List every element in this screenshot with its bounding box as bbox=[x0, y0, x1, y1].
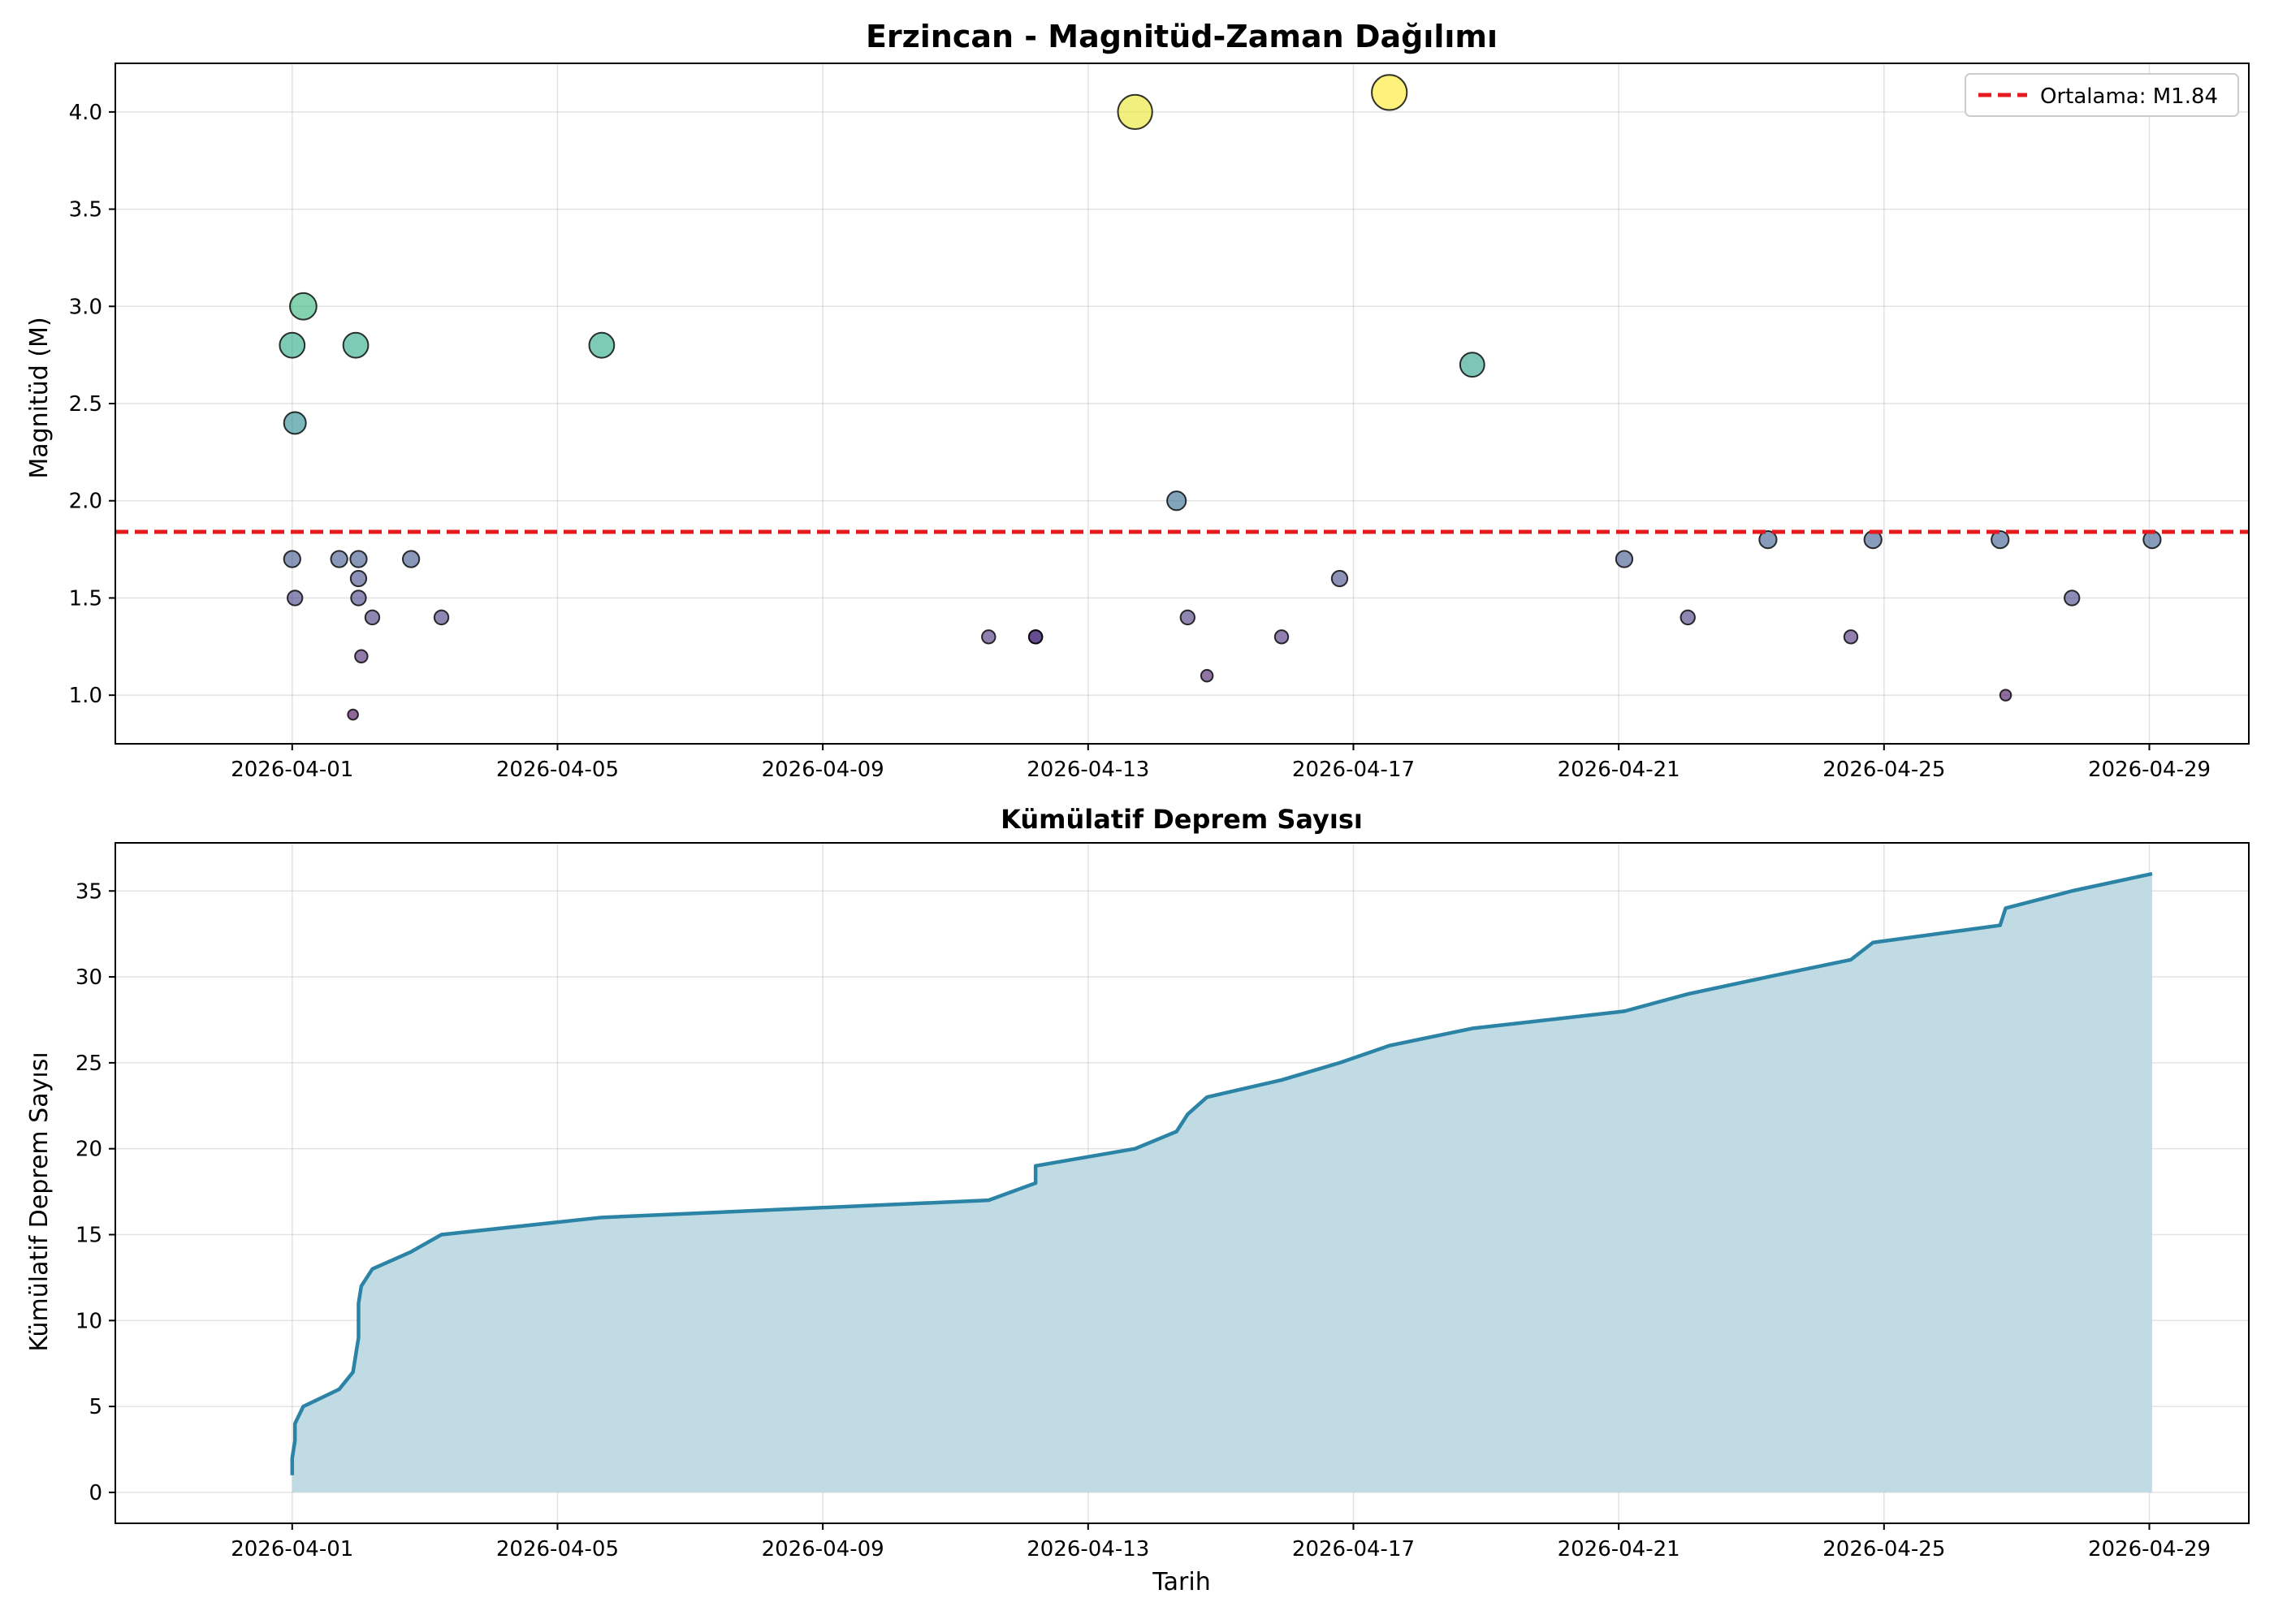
cumulative-x-tick-label: 2026-04-25 bbox=[1822, 1537, 1945, 1561]
cumulative-area bbox=[290, 871, 2153, 1492]
cumulative-y-label: Kümülatif Deprem Sayısı bbox=[25, 1052, 54, 1351]
cumulative-count-panel: Kümülatif Deprem Sayısı Kümülatif Deprem… bbox=[25, 804, 2250, 1596]
scatter-point bbox=[349, 569, 368, 588]
cumulative-y-ticks: 0 5 10 15 20 25 30 35 bbox=[76, 879, 115, 1505]
scatter-y-tick-label: 4.0 bbox=[69, 101, 102, 125]
cumulative-x-tick-label: 2026-04-01 bbox=[231, 1537, 353, 1561]
cumulative-axes-frame bbox=[115, 842, 2250, 1524]
cumulative-x-tick-label: 2026-04-09 bbox=[762, 1537, 884, 1561]
scatter-x-tick-label: 2026-04-17 bbox=[1292, 758, 1415, 782]
scatter-y-tick-label: 2.5 bbox=[69, 392, 102, 417]
scatter-y-label: Magnitüd (M) bbox=[25, 317, 54, 478]
scatter-point bbox=[1371, 74, 1408, 111]
cumulative-y-tick-label: 5 bbox=[89, 1395, 102, 1419]
cumulative-y-tick-label: 25 bbox=[76, 1052, 102, 1076]
scatter-y-tick-label: 2.0 bbox=[69, 490, 102, 514]
cumulative-x-ticks: 2026-04-01 2026-04-05 2026-04-09 2026-04-13… bbox=[231, 1523, 2211, 1561]
scatter-point bbox=[1843, 629, 1859, 645]
scatter-x-tick-label: 2026-04-25 bbox=[1822, 758, 1945, 782]
scatter-y-tick-label: 3.0 bbox=[69, 295, 102, 319]
scatter-x-tick-label: 2026-04-05 bbox=[496, 758, 619, 782]
scatter-point bbox=[330, 550, 348, 568]
scatter-point bbox=[289, 292, 318, 321]
scatter-point bbox=[283, 411, 307, 435]
scatter-point bbox=[1166, 490, 1187, 512]
cumulative-y-tick-label: 35 bbox=[76, 879, 102, 904]
scatter-point bbox=[1680, 609, 1696, 626]
scatter-point bbox=[981, 629, 996, 645]
cumulative-y-tick-label: 15 bbox=[76, 1223, 102, 1247]
scatter-y-tick-label: 1.0 bbox=[69, 684, 102, 708]
cumulative-x-label: Tarih bbox=[1152, 1568, 1210, 1596]
scatter-point bbox=[350, 590, 367, 607]
scatter-point bbox=[1117, 93, 1153, 130]
scatter-point bbox=[364, 609, 381, 626]
scatter-point bbox=[1273, 629, 1290, 645]
scatter-x-tick-label: 2026-04-13 bbox=[1027, 758, 1149, 782]
scatter-x-ticks: 2026-04-01 2026-04-05 2026-04-09 2026-04-13… bbox=[231, 744, 2211, 782]
scatter-point bbox=[283, 550, 301, 568]
scatter-x-tick-label: 2026-04-09 bbox=[762, 758, 884, 782]
cumulative-x-tick-label: 2026-04-13 bbox=[1027, 1537, 1149, 1561]
cumulative-y-tick-label: 0 bbox=[89, 1481, 102, 1505]
scatter-point bbox=[1027, 629, 1044, 645]
scatter-point bbox=[1615, 550, 1634, 568]
scatter-point bbox=[2064, 590, 2081, 607]
cumulative-y-tick-label: 30 bbox=[76, 965, 102, 990]
cumulative-title: Kümülatif Deprem Sayısı bbox=[1001, 804, 1363, 835]
scatter-point bbox=[433, 609, 450, 626]
scatter-y-ticks: 1.0 1.5 2.0 2.5 3.0 3.5 4.0 bbox=[69, 101, 115, 708]
legend-entry-mean: Ortalama: M1.84 bbox=[2040, 84, 2218, 109]
scatter-point bbox=[349, 550, 368, 568]
scatter-point bbox=[1991, 529, 2010, 550]
scatter-point bbox=[279, 331, 306, 359]
scatter-point bbox=[342, 331, 370, 359]
cumulative-fill bbox=[292, 874, 2152, 1492]
legend: Ortalama: M1.84 bbox=[1965, 73, 2239, 117]
scatter-y-tick-label: 1.5 bbox=[69, 586, 102, 611]
cumulative-y-tick-label: 20 bbox=[76, 1138, 102, 1162]
magnitude-time-scatter-panel: Erzincan - Magnitüd-Zaman Dağılımı Magni… bbox=[25, 19, 2250, 782]
scatter-point bbox=[287, 590, 304, 607]
scatter-x-tick-label: 2026-04-29 bbox=[2088, 758, 2211, 782]
cumulative-x-tick-label: 2026-04-29 bbox=[2088, 1537, 2211, 1561]
scatter-point bbox=[1999, 689, 2012, 702]
legend-box bbox=[1965, 73, 2239, 117]
scatter-point bbox=[588, 331, 616, 359]
scatter-point bbox=[1459, 352, 1485, 378]
scatter-point bbox=[1179, 609, 1196, 626]
scatter-point bbox=[354, 649, 369, 663]
scatter-point bbox=[401, 550, 421, 568]
scatter-point bbox=[347, 708, 359, 721]
scatter-point bbox=[1330, 569, 1349, 588]
scatter-x-tick-label: 2026-04-01 bbox=[231, 758, 353, 782]
scatter-grid bbox=[115, 63, 2249, 744]
cumulative-y-tick-label: 10 bbox=[76, 1309, 102, 1333]
scatter-point bbox=[1200, 668, 1214, 683]
scatter-point bbox=[1758, 529, 1778, 550]
cumulative-x-tick-label: 2026-04-17 bbox=[1292, 1537, 1415, 1561]
cumulative-x-tick-label: 2026-04-05 bbox=[496, 1537, 619, 1561]
scatter-x-tick-label: 2026-04-21 bbox=[1558, 758, 1680, 782]
cumulative-line bbox=[290, 871, 2153, 1475]
scatter-title: Erzincan - Magnitüd-Zaman Dağılımı bbox=[866, 19, 1498, 54]
cumulative-x-tick-label: 2026-04-21 bbox=[1558, 1537, 1680, 1561]
scatter-y-tick-label: 3.5 bbox=[69, 198, 102, 222]
